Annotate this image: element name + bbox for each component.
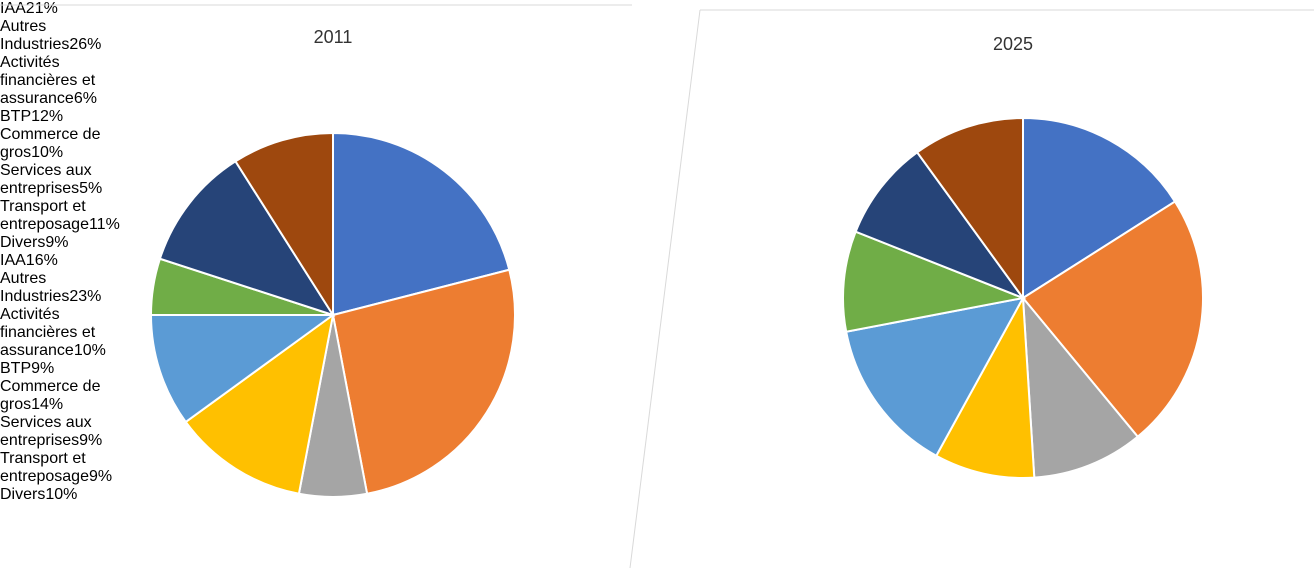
- pie-slice: [1022, 116, 1177, 300]
- chart-title: 2011: [314, 27, 353, 47]
- label-category: Transport et entreposage: [0, 198, 89, 233]
- label-category: Autres Industries: [0, 18, 70, 53]
- chart-title: 2025: [993, 34, 1033, 54]
- pie-slice: [842, 230, 1027, 333]
- pie-slice: [234, 131, 334, 319]
- label-value: 10%: [45, 486, 78, 503]
- data-label: Commerce de gros10%: [0, 126, 106, 162]
- data-label: Divers9%: [0, 234, 70, 252]
- label-value: 5%: [79, 180, 103, 197]
- label-category: Services aux entreprises: [0, 414, 92, 449]
- data-label: Activités financières et assurance10%: [0, 306, 106, 360]
- label-value: 9%: [31, 360, 55, 377]
- label-value: 23%: [69, 288, 102, 305]
- frame: [629, 9, 701, 568]
- data-label: IAA16%: [0, 252, 58, 270]
- data-label: Transport et entreposage9%: [0, 450, 130, 486]
- label-category: Transport et entreposage: [0, 450, 89, 485]
- label-category: Divers: [0, 234, 46, 251]
- label-value: 21%: [25, 0, 58, 17]
- label-value: 9%: [45, 234, 69, 251]
- data-label: Commerce de gros14%: [0, 378, 118, 414]
- data-label: IAA21%: [0, 0, 58, 18]
- label-value: 11%: [88, 216, 120, 233]
- label-value: 10%: [73, 342, 106, 359]
- pie-slice: [915, 116, 1024, 302]
- data-label: Services aux entreprises5%: [0, 162, 128, 198]
- data-label: Divers10%: [0, 486, 77, 504]
- label-category: Commerce de gros: [0, 126, 101, 161]
- label-category: Activités financières et assurance: [0, 54, 96, 107]
- pie-slice: [184, 312, 335, 495]
- label-category: BTP: [0, 108, 32, 125]
- data-label: Services aux entreprises9%: [0, 414, 123, 450]
- label-value: 6%: [73, 90, 97, 107]
- label-value: 9%: [79, 432, 103, 449]
- label-value: 16%: [25, 252, 58, 269]
- pie-slice: [332, 131, 511, 317]
- label-category: Divers: [0, 486, 46, 503]
- pie-slice: [1021, 294, 1140, 479]
- data-label: Transport et entreposage11%: [0, 198, 130, 234]
- label-value: 12%: [31, 108, 64, 125]
- pie-slice: [149, 314, 337, 424]
- label-category: IAA: [0, 0, 26, 17]
- label-value: 10%: [31, 144, 64, 161]
- label-category: Activités financières et assurance: [0, 306, 96, 359]
- data-label: Autres Industries23%: [0, 270, 102, 306]
- label-category: Services aux entreprises: [0, 162, 92, 197]
- label-value: 26%: [69, 36, 102, 53]
- label-category: Commerce de gros: [0, 378, 101, 413]
- label-category: BTP: [0, 360, 32, 377]
- data-label: Autres Industries26%: [0, 18, 110, 54]
- pie-slice: [158, 159, 336, 317]
- pie-slice: [845, 296, 1025, 458]
- label-value: 9%: [88, 468, 113, 485]
- label-category: Autres Industries: [0, 270, 70, 305]
- label-value: 14%: [31, 396, 64, 413]
- pie-slice: [934, 294, 1036, 479]
- data-label: Activités financières et assurance6%: [0, 54, 132, 108]
- pie-slice: [331, 268, 516, 495]
- pie-slice: [854, 150, 1026, 301]
- data-label: BTP9%: [0, 360, 55, 378]
- data-label: BTP12%: [0, 108, 63, 126]
- label-category: IAA: [0, 252, 26, 269]
- pie-slice: [1021, 200, 1204, 439]
